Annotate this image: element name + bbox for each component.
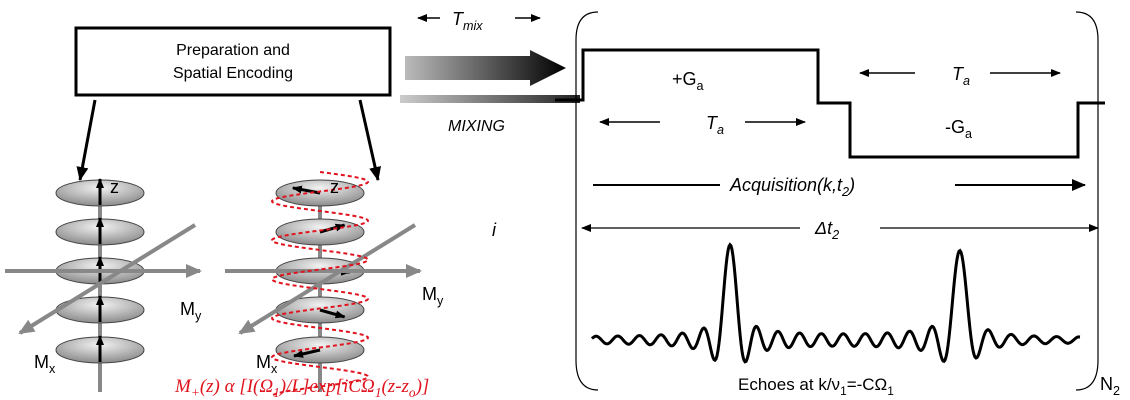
flow-arrow [80,100,95,180]
subscript: x [49,362,56,376]
mixing-bar [400,95,580,103]
text-part: ) [847,175,855,195]
echo-signal [592,245,1080,362]
subscript: 2 [1113,384,1120,398]
mixing-label: MIXING [448,118,505,135]
subscript: 1 [273,385,280,400]
echoes-label: Echoes at k/ν1=-CΩ1 [738,375,894,398]
right-stack [225,172,420,395]
axis-label: z [330,177,339,197]
axis-label: My [422,284,444,308]
diagram: Preparation and Spatial Encoding Mx z My… [0,0,1130,400]
subscript: 2 [831,228,839,242]
text-part: (z) α [I(Ω [200,376,274,397]
axis-label: My [180,299,202,323]
text-part: Acquisition(k,t [729,175,843,195]
text-part: M [174,376,192,397]
text-part: +G [672,69,697,89]
subscript: a [965,127,972,141]
bracket [1076,12,1098,390]
text-part: Echoes at k/ν [738,375,840,394]
text-part: Δt [814,218,833,238]
text-part: N [1100,374,1113,394]
stray-label: i [492,220,497,240]
bracket [576,12,598,390]
page: Preparation and Spatial Encoding Mx z My… [0,0,1130,400]
text-part: M [256,352,271,372]
subscript: mix [463,19,483,33]
text-part: =-CΩ [847,375,888,394]
box-text: Preparation and [176,42,290,59]
text-part: M [34,352,49,372]
text-part: M [180,299,195,319]
subscript: 2 [841,185,849,199]
axis-label: Mx [34,352,56,376]
repeat-label: N2 [1100,374,1120,398]
acquisition-label: Acquisition(k,t2) [729,175,855,199]
gradient-positive: +Ga [672,69,704,93]
text-part: (z-z [381,376,409,397]
gradient-negative: -Ga [945,117,972,141]
subscript: 1 [887,384,894,398]
subscript: a [963,74,970,88]
subscript: y [437,294,444,308]
text-part: -G [945,117,965,137]
axis-label: z [110,177,119,197]
subscript: x [271,362,278,376]
gradient-waveform [555,50,1105,157]
mixing-arrow [405,50,566,86]
delta-label: Δt2 [814,218,839,242]
subscript: a [697,79,704,93]
text-part: )/L]exp[iCΩ [279,376,375,397]
flow-arrow [360,100,378,180]
period: Ta [706,113,724,137]
subscript: + [191,385,200,400]
subscript: a [717,123,724,137]
formula: M+(z) α [I(Ω1)/L]exp[iCΩ1(z-zo)] [174,376,429,400]
text-part: M [422,284,437,304]
subscript: 1 [375,385,382,400]
box-text: Spatial Encoding [173,65,293,82]
period: Ta [952,64,970,88]
preparation-box [76,28,390,95]
text-part: )] [415,376,430,397]
subscript: y [195,309,202,323]
mixing-interval: Tmix [452,9,483,33]
